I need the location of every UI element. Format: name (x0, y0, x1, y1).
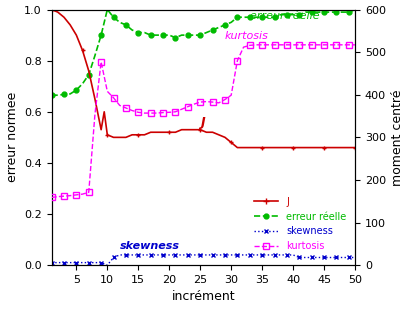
Y-axis label: erreur normee: erreur normee (6, 92, 18, 183)
Text: skewness: skewness (119, 240, 179, 251)
Text: kurtosis: kurtosis (225, 31, 268, 41)
Legend: J, erreur réelle, skewness, kurtosis: J, erreur réelle, skewness, kurtosis (249, 193, 349, 255)
Text: erreur réelle: erreur réelle (249, 11, 319, 20)
Text: J: J (200, 116, 204, 129)
X-axis label: incrément: incrément (171, 290, 234, 303)
Y-axis label: moment centré: moment centré (391, 89, 403, 186)
